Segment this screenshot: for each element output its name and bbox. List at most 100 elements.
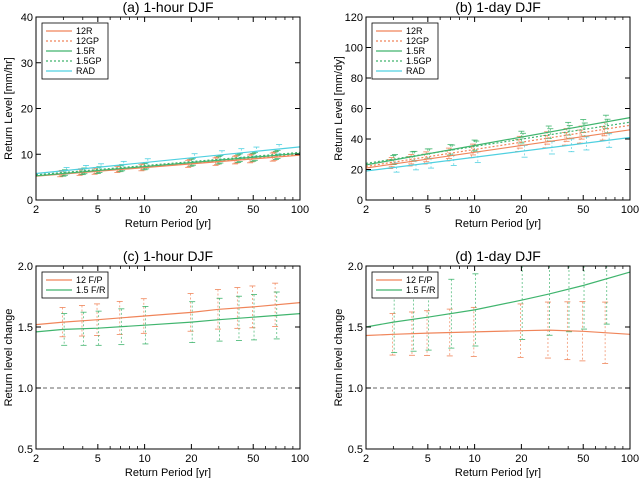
x-tick-label: 20 — [185, 453, 197, 465]
x-tick-label: 50 — [577, 204, 589, 216]
x-tick-label: 20 — [185, 204, 197, 216]
x-tick-label: 50 — [577, 453, 589, 465]
legend-label: 1.5R — [406, 46, 426, 56]
y-tick-label: 0.5 — [18, 444, 33, 456]
legend-label: 1.5GP — [406, 56, 432, 66]
legend-box — [371, 271, 439, 299]
y-tick-label: 0.5 — [348, 444, 363, 456]
y-tick-label: 20 — [21, 104, 33, 116]
x-tick-label: 20 — [515, 204, 527, 216]
y-tick-label: 2.0 — [348, 261, 363, 273]
y-tick-label: 40 — [21, 12, 33, 24]
plot-frame — [35, 265, 301, 450]
x-axis-label: Return Period [yr] — [125, 467, 211, 478]
y-tick-label: 30 — [21, 58, 33, 70]
chart-panel-4: (d) 1-day DJF 2 5 10 20 50 100 0.5 1.0 1.5 2.0 Retu… — [333, 248, 639, 478]
legend-label: 12GP — [76, 36, 99, 46]
y-tick-label: 1.5 — [18, 322, 33, 334]
legend: 12 F/P1.5 F/R — [41, 271, 109, 299]
series-line-12-f-p — [365, 329, 631, 337]
legend-label: 1.5 F/R — [76, 285, 106, 295]
y-tick-label: 1.0 — [18, 383, 33, 395]
series-line-1-5-f-r — [35, 313, 301, 333]
y-tick-label: 1.0 — [348, 383, 363, 395]
series-line-1-5gp — [365, 121, 631, 164]
x-tick-label: 2 — [33, 204, 39, 216]
y-tick-label: 10 — [21, 149, 33, 161]
x-tick-label: 5 — [425, 204, 431, 216]
x-axis-label: Return Period [yr] — [455, 467, 541, 478]
series-line-1-5r — [35, 152, 301, 177]
error-bars-12r — [387, 126, 606, 169]
x-tick-label: 2 — [33, 453, 39, 465]
legend-label: RAD — [76, 66, 96, 76]
series-line-1-5gp — [35, 151, 301, 176]
chart-panel-2: (b) 1-day DJF 2 5 10 20 50 100 0 20 40 60 80 100 120 R… — [333, 0, 639, 230]
y-tick-label: 120 — [345, 12, 363, 24]
y-axis-label: Return Level [mm/dy] — [333, 56, 345, 161]
legend-label: 1.5GP — [76, 56, 102, 66]
x-tick-label: 2 — [363, 204, 369, 216]
x-tick-label: 50 — [247, 453, 259, 465]
chart-title: (c) 1-hour DJF — [123, 248, 213, 264]
x-tick-label: 100 — [621, 453, 639, 465]
x-axis-label: Return Period [yr] — [125, 218, 211, 230]
x-tick-label: 10 — [468, 204, 480, 216]
series-line-12r — [365, 129, 631, 169]
y-axis-label: Return level change — [333, 309, 345, 407]
chart-title: (d) 1-day DJF — [455, 248, 541, 264]
x-tick-label: 10 — [138, 204, 150, 216]
y-tick-label: 20 — [351, 165, 363, 177]
legend: 12 F/P1.5 F/R — [371, 271, 439, 299]
x-tick-label: 10 — [468, 453, 480, 465]
legend-label: 12 F/P — [406, 275, 433, 285]
x-tick-label: 2 — [363, 453, 369, 465]
series-line-12gp — [365, 124, 631, 167]
legend-label: 1.5 F/R — [406, 285, 436, 295]
series-line-1-5r — [365, 117, 631, 166]
x-tick-label: 5 — [425, 453, 431, 465]
chart-panel-1: (a) 1-hour DJF 2 5 10 20 50 100 0 10 20 30 40 Return… — [3, 0, 309, 230]
legend-box — [41, 271, 109, 299]
x-tick-label: 5 — [95, 204, 101, 216]
legend-label: 12GP — [406, 36, 429, 46]
legend-label: 12 F/P — [76, 275, 103, 285]
x-tick-label: 50 — [247, 204, 259, 216]
x-tick-label: 100 — [291, 453, 309, 465]
legend-label: 12R — [406, 26, 423, 36]
y-tick-label: 0 — [357, 195, 363, 207]
legend-label: RAD — [406, 66, 426, 76]
chart-title: (b) 1-day DJF — [455, 0, 541, 15]
x-tick-label: 100 — [621, 204, 639, 216]
legend-label: 12R — [76, 26, 93, 36]
y-tick-label: 60 — [351, 104, 363, 116]
error-bars-12-f-p — [389, 301, 609, 364]
legend-label: 1.5R — [76, 46, 96, 56]
x-tick-label: 100 — [291, 204, 309, 216]
y-axis-label: Return level change — [3, 309, 15, 407]
y-tick-label: 0 — [27, 195, 33, 207]
x-tick-label: 10 — [138, 453, 150, 465]
series-line-1-5-f-r — [365, 271, 631, 328]
error-bars-1-5gp — [391, 118, 611, 165]
series-line-12-f-p — [35, 302, 301, 326]
y-tick-label: 1.5 — [348, 322, 363, 334]
chart-title: (a) 1-hour DJF — [122, 0, 213, 15]
plot-frame — [365, 265, 631, 450]
chart-panel-3: (c) 1-hour DJF 2 5 10 20 50 100 0.5 1.0 1.5 2.0 Ret… — [3, 248, 309, 478]
x-tick-label: 20 — [515, 453, 527, 465]
series-line-12r — [35, 154, 301, 177]
y-axis-label: Return Level [mm/hr] — [3, 57, 15, 160]
error-bars-1-5r — [60, 150, 279, 177]
y-tick-label: 2.0 — [18, 261, 33, 273]
series-line-rad — [35, 146, 301, 175]
error-bars-1-5-f-r — [61, 291, 280, 346]
y-tick-label: 100 — [345, 43, 363, 55]
x-axis-label: Return Period [yr] — [455, 218, 541, 230]
x-tick-label: 5 — [95, 453, 101, 465]
y-tick-label: 40 — [351, 134, 363, 146]
series-line-rad — [365, 136, 631, 172]
y-tick-label: 80 — [351, 73, 363, 85]
